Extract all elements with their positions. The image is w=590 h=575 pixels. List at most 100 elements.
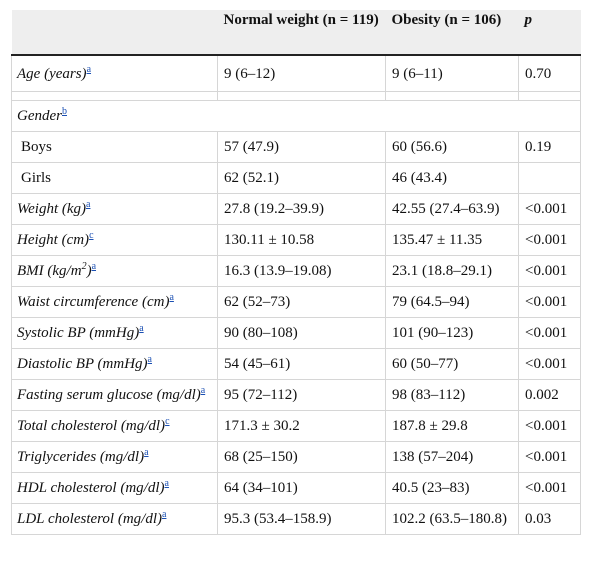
cell-p: 0.70 xyxy=(518,55,581,92)
cell-normal: 64 (34–101) xyxy=(217,472,386,504)
cell-normal: 95.3 (53.4–158.9) xyxy=(217,503,386,535)
table-row: Total cholesterol (mg/dl)c 171.3 ± 30.2 … xyxy=(11,410,581,442)
cell-normal: 54 (45–61) xyxy=(217,348,386,380)
cell-obesity: 42.55 (27.4–63.9) xyxy=(385,193,519,225)
row-label: LDL cholesterol (mg/dl)a xyxy=(11,503,218,535)
footnote-link[interactable]: b xyxy=(62,106,67,117)
row-label-text: Age (years) xyxy=(17,66,87,82)
row-label: Girls xyxy=(11,162,218,194)
cell-p: 0.03 xyxy=(518,503,581,535)
footnote-link[interactable]: a xyxy=(86,199,91,210)
row-label-text: Weight (kg) xyxy=(17,201,87,217)
cell-p: <0.001 xyxy=(518,255,581,287)
cell-p: <0.001 xyxy=(518,193,581,225)
section-row-gender: Genderb xyxy=(11,100,581,132)
cell-normal: 68 (25–150) xyxy=(217,441,386,473)
row-label-text-end: ) xyxy=(86,263,92,279)
row-label-text: Total cholesterol (mg/dl) xyxy=(17,418,166,434)
table-row: Age (years)a 9 (6–12) 9 (6–11) 0.70 xyxy=(11,55,581,92)
cell-obesity: 46 (43.4) xyxy=(385,162,519,194)
table-row: Girls 62 (52.1) 46 (43.4) xyxy=(11,162,581,194)
row-label: Waist circumference (cm)a xyxy=(11,286,218,318)
data-table: Normal weight (n = 119) Obesity (n = 106… xyxy=(11,10,581,535)
row-label: Total cholesterol (mg/dl)c xyxy=(11,410,218,442)
cell-normal: 90 (80–108) xyxy=(217,317,386,349)
cell-normal: 27.8 (19.2–39.9) xyxy=(217,193,386,225)
footnote-link[interactable]: a xyxy=(169,292,174,303)
cell-p: <0.001 xyxy=(518,410,581,442)
footnote-link[interactable]: a xyxy=(164,478,169,489)
cell-p xyxy=(518,162,581,194)
section-label: Genderb xyxy=(11,100,581,132)
row-label-text: BMI (kg/m xyxy=(17,263,82,279)
table-row: Fasting serum glucose (mg/dl)a 95 (72–11… xyxy=(11,379,581,411)
cell-p: <0.001 xyxy=(518,348,581,380)
cell-obesity: 23.1 (18.8–29.1) xyxy=(385,255,519,287)
cell-normal: 16.3 (13.9–19.08) xyxy=(217,255,386,287)
row-label-text: Waist circumference (cm) xyxy=(17,294,170,310)
cell-normal: 171.3 ± 30.2 xyxy=(217,410,386,442)
header-p-value: p xyxy=(518,10,581,56)
cell-p: <0.001 xyxy=(518,472,581,504)
table-row: Boys 57 (47.9) 60 (56.6) 0.19 xyxy=(11,131,581,163)
row-label: Diastolic BP (mmHg)a xyxy=(11,348,218,380)
footnote-link[interactable]: a xyxy=(139,323,144,334)
cell-p: <0.001 xyxy=(518,317,581,349)
cell-obesity: 79 (64.5–94) xyxy=(385,286,519,318)
row-label-text: Diastolic BP (mmHg) xyxy=(17,356,148,372)
row-label-text: Height (cm) xyxy=(17,232,90,248)
cell-p: <0.001 xyxy=(518,224,581,256)
footnote-link[interactable]: c xyxy=(165,416,170,427)
cell-normal: 57 (47.9) xyxy=(217,131,386,163)
footnote-link[interactable]: a xyxy=(162,509,167,520)
cell-obesity: 102.2 (63.5–180.8) xyxy=(385,503,519,535)
cell-p: 0.002 xyxy=(518,379,581,411)
footnote-link[interactable]: a xyxy=(147,354,152,365)
row-label-text: Fasting serum glucose (mg/dl) xyxy=(17,387,201,403)
cell-obesity: 40.5 (23–83) xyxy=(385,472,519,504)
row-label: Height (cm)c xyxy=(11,224,218,256)
table-row: Waist circumference (cm)a 62 (52–73) 79 … xyxy=(11,286,581,318)
row-label: Fasting serum glucose (mg/dl)a xyxy=(11,379,218,411)
table-row: Systolic BP (mmHg)a 90 (80–108) 101 (90–… xyxy=(11,317,581,349)
cell-normal: 95 (72–112) xyxy=(217,379,386,411)
cell-obesity: 101 (90–123) xyxy=(385,317,519,349)
cell-p: 0.19 xyxy=(518,131,581,163)
header-obesity: Obesity (n = 106) xyxy=(385,10,519,56)
cell-obesity: 135.47 ± 11.35 xyxy=(385,224,519,256)
table-row: Height (cm)c 130.11 ± 10.58 135.47 ± 11.… xyxy=(11,224,581,256)
footnote-link[interactable]: a xyxy=(86,64,92,75)
cell-p: <0.001 xyxy=(518,441,581,473)
table-row: Weight (kg)a 27.8 (19.2–39.9) 42.55 (27.… xyxy=(11,193,581,225)
cell-obesity: 60 (56.6) xyxy=(385,131,519,163)
row-label: Boys xyxy=(11,131,218,163)
spacer-row xyxy=(11,91,581,101)
table-row: LDL cholesterol (mg/dl)a 95.3 (53.4–158.… xyxy=(11,503,581,535)
cell-normal: 62 (52.1) xyxy=(217,162,386,194)
row-label-text: HDL cholesterol (mg/dl) xyxy=(17,480,165,496)
cell-obesity: 187.8 ± 29.8 xyxy=(385,410,519,442)
row-label-exponent: 2 xyxy=(81,261,87,272)
table-row: Diastolic BP (mmHg)a 54 (45–61) 60 (50–7… xyxy=(11,348,581,380)
cell-p: <0.001 xyxy=(518,286,581,318)
cell-normal: 130.11 ± 10.58 xyxy=(217,224,386,256)
footnote-link[interactable]: a xyxy=(200,385,206,396)
cell-normal: 9 (6–12) xyxy=(217,55,386,92)
row-label: HDL cholesterol (mg/dl)a xyxy=(11,472,218,504)
footnote-link[interactable]: a xyxy=(144,447,149,458)
header-row: Normal weight (n = 119) Obesity (n = 106… xyxy=(11,10,581,56)
table-row: BMI (kg/m2)a 16.3 (13.9–19.08) 23.1 (18.… xyxy=(11,255,581,287)
row-label-text: LDL cholesterol (mg/dl) xyxy=(17,511,162,527)
table-row: HDL cholesterol (mg/dl)a 64 (34–101) 40.… xyxy=(11,472,581,504)
footnote-link[interactable]: a xyxy=(91,261,97,272)
table-row: Triglycerides (mg/dl)a 68 (25–150) 138 (… xyxy=(11,441,581,473)
footnote-link[interactable]: c xyxy=(89,230,94,241)
cell-normal: 62 (52–73) xyxy=(217,286,386,318)
header-blank xyxy=(11,10,218,56)
cell-obesity: 98 (83–112) xyxy=(385,379,519,411)
row-label-text: Systolic BP (mmHg) xyxy=(17,325,140,341)
section-label-text: Gender xyxy=(17,108,62,124)
cell-obesity: 60 (50–77) xyxy=(385,348,519,380)
row-label: Weight (kg)a xyxy=(11,193,218,225)
row-label: BMI (kg/m2)a xyxy=(11,255,218,287)
